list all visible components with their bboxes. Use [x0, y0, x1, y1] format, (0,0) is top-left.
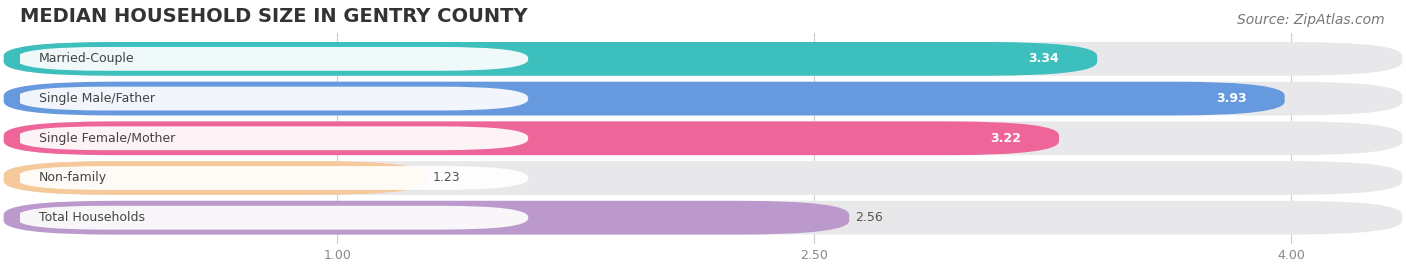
FancyBboxPatch shape [4, 82, 1402, 115]
FancyBboxPatch shape [4, 161, 1402, 195]
Text: Married-Couple: Married-Couple [39, 52, 135, 65]
Text: MEDIAN HOUSEHOLD SIZE IN GENTRY COUNTY: MEDIAN HOUSEHOLD SIZE IN GENTRY COUNTY [20, 7, 527, 26]
Text: Single Male/Father: Single Male/Father [39, 92, 155, 105]
Text: Source: ZipAtlas.com: Source: ZipAtlas.com [1237, 13, 1385, 27]
FancyBboxPatch shape [17, 47, 529, 71]
FancyBboxPatch shape [4, 121, 1059, 155]
FancyBboxPatch shape [4, 42, 1097, 76]
FancyBboxPatch shape [4, 161, 426, 195]
Text: 3.93: 3.93 [1216, 92, 1247, 105]
Text: 3.34: 3.34 [1028, 52, 1059, 65]
Text: 2.56: 2.56 [856, 211, 883, 224]
FancyBboxPatch shape [4, 42, 1402, 76]
FancyBboxPatch shape [4, 121, 1402, 155]
FancyBboxPatch shape [17, 126, 529, 150]
Text: 1.23: 1.23 [433, 171, 460, 185]
FancyBboxPatch shape [17, 206, 529, 230]
FancyBboxPatch shape [4, 201, 1402, 235]
FancyBboxPatch shape [17, 87, 529, 111]
Text: 3.22: 3.22 [990, 132, 1021, 145]
Text: Total Households: Total Households [39, 211, 145, 224]
Text: Non-family: Non-family [39, 171, 107, 185]
FancyBboxPatch shape [4, 201, 849, 235]
FancyBboxPatch shape [4, 82, 1285, 115]
FancyBboxPatch shape [17, 166, 529, 190]
Text: Single Female/Mother: Single Female/Mother [39, 132, 174, 145]
